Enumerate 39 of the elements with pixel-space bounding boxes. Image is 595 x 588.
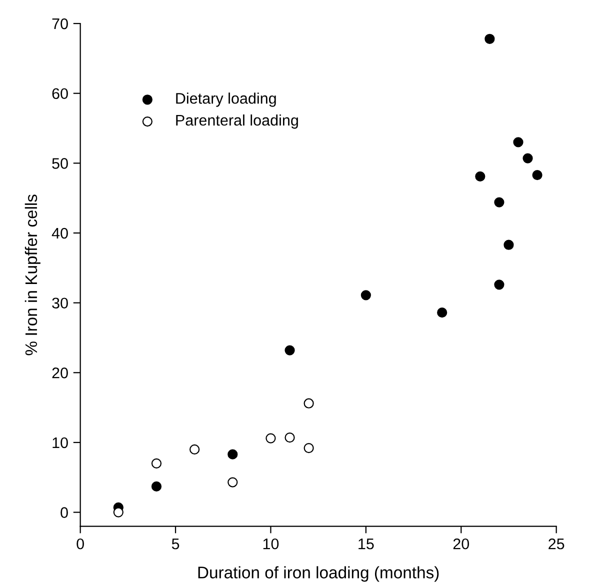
point	[266, 433, 276, 444]
point	[494, 280, 504, 290]
point	[494, 197, 504, 208]
point	[284, 345, 295, 356]
x-tick-label: 15	[358, 538, 374, 550]
point	[437, 308, 448, 318]
point	[532, 170, 542, 180]
point	[284, 432, 295, 443]
point	[475, 171, 486, 182]
y-tick-label: 10	[52, 437, 68, 448]
point	[484, 34, 495, 44]
y-tick-label: 0	[60, 507, 68, 518]
y-tick-label: 20	[52, 368, 68, 378]
x-tick-label: 5	[172, 538, 180, 550]
x-tick-label: 20	[453, 538, 470, 550]
point	[304, 443, 314, 454]
point	[360, 290, 371, 300]
point	[522, 153, 533, 164]
point	[304, 398, 314, 408]
x-tick-label: 0	[76, 538, 84, 550]
point	[151, 481, 162, 492]
y-tick-label: 30	[52, 298, 68, 309]
point	[190, 444, 200, 455]
y-axis-title: % Iron in Kupffer cells	[24, 194, 40, 356]
point	[504, 240, 514, 250]
x-axis-title: Duration of iron loading (months)	[198, 566, 439, 582]
point	[151, 458, 162, 468]
x-tick-label: 10	[263, 538, 279, 550]
x-tick-label: 25	[548, 538, 564, 550]
point	[228, 449, 238, 460]
point	[113, 507, 124, 518]
legend-label: Parenteral loading	[176, 114, 298, 129]
point	[513, 137, 524, 148]
y-tick-label: 50	[52, 158, 68, 169]
y-tick-label: 60	[52, 88, 68, 100]
y-tick-label: 40	[52, 228, 68, 239]
y-tick-label: 70	[52, 18, 68, 30]
legend-label: Dietary loading	[176, 92, 276, 107]
point	[228, 477, 238, 488]
